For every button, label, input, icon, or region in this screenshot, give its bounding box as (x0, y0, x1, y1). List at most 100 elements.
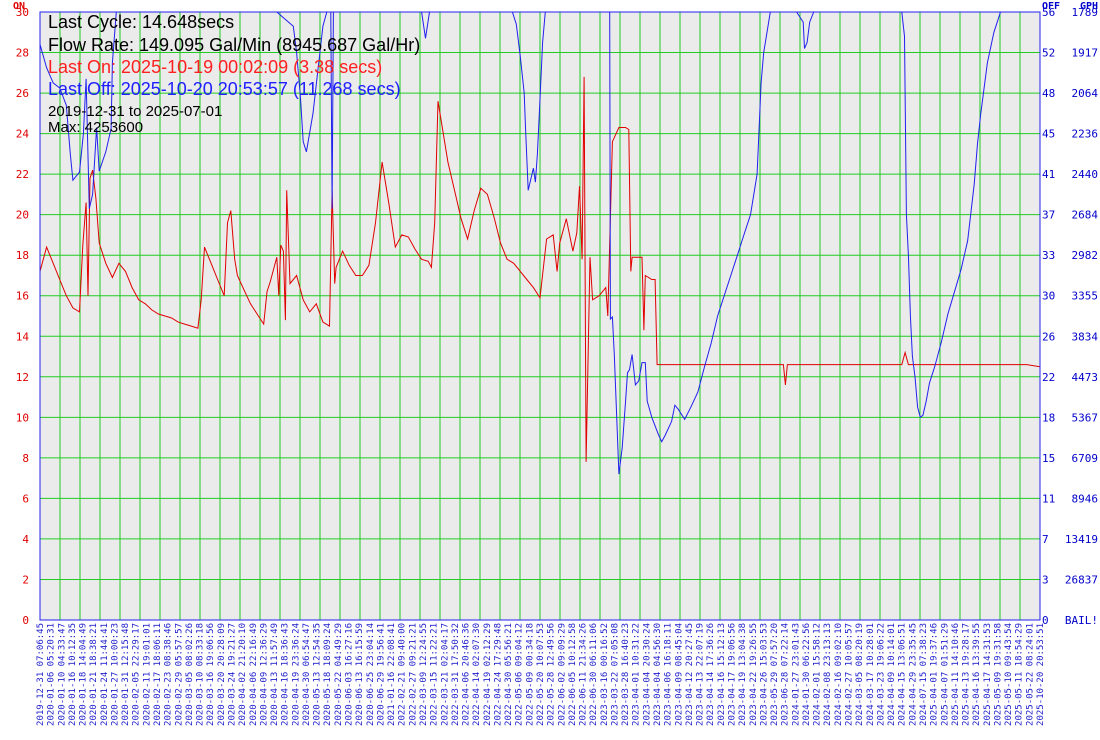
right-off-tick-label: 48 (1042, 87, 1055, 100)
x-tick-label: 2021-01-16 22:08:41 (387, 623, 397, 726)
left-tick-label: 26 (16, 87, 29, 100)
left-axis-top-label: ON (13, 1, 25, 12)
right-off-tick-label: 56 (1042, 6, 1055, 19)
x-tick-label: 2022-05-20 10:07:53 (536, 623, 546, 726)
x-tick-label: 2023-04-19 13:04:38 (738, 623, 748, 726)
right-gph-tick-label: 3834 (1072, 330, 1099, 343)
x-tick-label: 2025-04-17 14:31:53 (983, 623, 993, 726)
x-tick-label: 2020-01-27 10:00:23 (111, 623, 121, 726)
right-gph-tick-label: 2982 (1072, 249, 1099, 262)
right-off-tick-label: 45 (1042, 128, 1055, 141)
last-off-text: Last Off: 2025-10-20 20:53:57 (11.268 se… (48, 79, 401, 99)
x-tick-label: 2024-03-17 10:28:01 (866, 623, 876, 726)
x-tick-label: 2020-04-09 12:36:29 (259, 623, 269, 726)
x-tick-label: 2020-01-21 18:38:21 (89, 623, 99, 726)
x-tick-label: 2020-06-29 19:56:41 (376, 623, 386, 726)
right-off-tick-label: 37 (1042, 209, 1055, 222)
x-tick-label: 2022-04-30 05:56:21 (504, 623, 514, 726)
x-tick-label: 2023-04-01 10:31:22 (632, 623, 642, 726)
right-off-tick-label: 30 (1042, 290, 1055, 303)
on-time-series-line (40, 76, 1040, 462)
left-tick-label: 18 (16, 249, 29, 262)
left-tick-label: 16 (16, 290, 29, 303)
right-gph-tick-label: 2064 (1072, 87, 1099, 100)
right-gph-tick-label: 6709 (1072, 452, 1099, 465)
x-tick-label: 2022-04-14 02:07:30 (472, 623, 482, 726)
x-tick-label: 2022-02-21 09:40:00 (398, 623, 408, 726)
max-value-text: Max: 4253600 (48, 119, 144, 136)
left-tick-label: 2 (22, 573, 29, 586)
x-tick-label: 2025-05-09 19:31:58 (993, 623, 1003, 726)
right-off-tick-label: 11 (1042, 492, 1055, 505)
x-tick-label: 2025-04-01 19:37:46 (930, 623, 940, 726)
right-gph-tick-label: 13419 (1065, 533, 1098, 546)
x-tick-label: 2023-03-22 07:05:08 (611, 623, 621, 726)
x-tick-label: 2020-01-18 14:04:49 (79, 623, 89, 726)
x-tick-label: 2025-05-11 18:54:29 (1015, 623, 1025, 726)
x-tick-label: 2020-03-05 08:02:26 (185, 623, 195, 726)
x-tick-label: 2024-01-30 06:22:56 (802, 623, 812, 726)
x-tick-label: 2020-04-30 06:54:47 (302, 623, 312, 726)
right-gph-tick-label: 1789 (1072, 6, 1099, 19)
right-off-tick-label: 7 (1042, 533, 1049, 546)
x-tick-label: 2022-04-24 17:29:48 (493, 623, 503, 726)
left-tick-label: 24 (16, 128, 30, 141)
left-tick-label: 6 (22, 492, 29, 505)
x-axis: 2019-12-31 07:06:45 2020-01-06 05:20:31 20… (36, 623, 1046, 726)
x-tick-label: 2020-02-17 18:06:11 (153, 623, 163, 726)
x-tick-label: 2024-02-01 15:58:12 (813, 623, 823, 726)
x-tick-label: 2023-04-14 17:36:26 (706, 623, 716, 726)
right-gph-tick-label: 1917 (1072, 47, 1099, 60)
left-tick-label: 12 (16, 371, 29, 384)
right-gph-tick-label: 5367 (1072, 411, 1099, 424)
right-off-tick-label: 0 (1042, 614, 1049, 627)
right-gph-tick-label: 2440 (1072, 168, 1099, 181)
x-tick-label: 2024-03-05 08:20:19 (855, 623, 865, 726)
x-tick-label: 2023-04-04 04:56:30 (653, 623, 663, 726)
x-tick-label: 2025-04-13 19:28:17 (962, 623, 972, 726)
right-gph-tick-label: 3355 (1072, 290, 1099, 303)
right-off-tick-label: 18 (1042, 411, 1055, 424)
last-cycle-text: Last Cycle: 14.648secs (48, 12, 235, 32)
x-tick-label: 2022-05-28 12:49:56 (547, 623, 557, 726)
x-tick-label: 2020-02-29 05:57:57 (174, 623, 184, 726)
x-tick-label: 2025-04-07 01:51:29 (940, 623, 950, 726)
right-off-tick-label: 26 (1042, 330, 1055, 343)
x-tick-label: 2020-01-06 05:20:31 (47, 623, 57, 726)
x-tick-label: 2024-02-16 09:02:10 (834, 623, 844, 726)
x-tick-label: 2023-04-17 19:06:56 (728, 623, 738, 726)
left-tick-label: 28 (16, 47, 29, 60)
x-tick-label: 2020-03-16 19:06:56 (206, 623, 216, 726)
x-tick-label: 2025-05-22 08:24:01 (1025, 623, 1035, 726)
x-tick-label: 2020-02-23 08:38:46 (164, 623, 174, 726)
right-off-tick-label: 33 (1042, 249, 1055, 262)
right-off-tick-label: 22 (1042, 371, 1055, 384)
x-tick-label: 2020-06-25 23:04:14 (366, 623, 376, 726)
right-gph-tick-label: 2684 (1072, 209, 1099, 222)
x-tick-label: 2025-04-16 13:39:55 (972, 623, 982, 726)
right-gph-tick-label: 26837 (1065, 573, 1098, 586)
x-tick-label: 2023-05-29 07:57:20 (770, 623, 780, 726)
right-axis: 03711151822263033374145485256BAIL!268371… (1042, 1, 1098, 627)
left-tick-label: 20 (16, 209, 29, 222)
x-tick-label: 2020-05-22 04:49:29 (334, 623, 344, 726)
right-off-tick-label: 41 (1042, 168, 1055, 181)
x-tick-label: 2022-02-27 09:21:21 (408, 623, 418, 726)
x-tick-label: 2020-01-24 11:44:41 (100, 623, 110, 726)
x-tick-label: 2022-06-02 09:09:29 (557, 623, 567, 726)
right-axis-gph-label: GPH (1080, 1, 1098, 12)
right-off-tick-label: 15 (1042, 452, 1055, 465)
flow-rate-text: Flow Rate: 149.095 Gal/Min (8945.687 Gal… (48, 35, 421, 55)
right-gph-tick-label: 8946 (1072, 492, 1099, 505)
x-tick-label: 2020-05-18 18:09:24 (323, 623, 333, 726)
x-tick-label: 2020-01-31 12:15:48 (121, 623, 131, 726)
x-tick-label: 2020-04-19 23:36:24 (291, 623, 301, 726)
right-off-tick-label: 3 (1042, 573, 1049, 586)
x-tick-label: 2020-01-10 04:33:47 (57, 623, 67, 726)
right-gph-tick-label: 4473 (1072, 371, 1099, 384)
x-tick-label: 2020-03-20 20:28:09 (217, 623, 227, 726)
x-tick-label: 2020-02-05 22:29:17 (132, 623, 142, 726)
x-tick-label: 2020-06-03 16:27:16 (345, 623, 355, 726)
left-tick-label: 4 (22, 533, 29, 546)
